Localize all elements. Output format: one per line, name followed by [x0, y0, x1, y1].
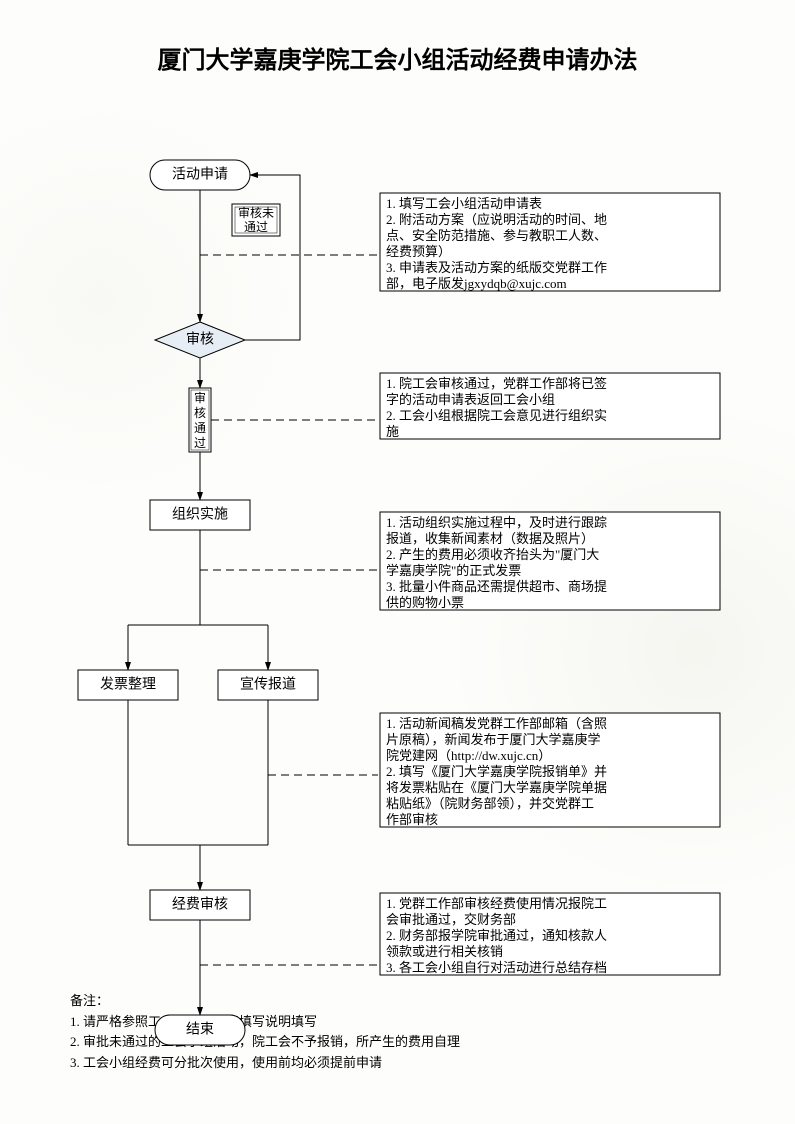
d4-l3: 2. 填写《厦门大学嘉庚学院报销单》并	[386, 764, 607, 779]
d3-l1: 报道，收集新闻素材（数据及照片）	[386, 531, 594, 546]
d3-l4: 3. 批量小件商品还需提供超市、商场提	[386, 579, 607, 594]
edge-reject-loop	[245, 175, 300, 340]
page-title: 厦门大学嘉庚学院工会小组活动经费申请办法	[0, 0, 795, 105]
d3-l5: 供的购物小票	[386, 595, 464, 610]
d1-l4: 3. 申请表及活动方案的纸版交党群工作	[386, 260, 607, 275]
d2-l3: 施	[386, 424, 399, 439]
d1-l1: 2. 附活动方案（应说明活动的时间、地	[386, 212, 607, 227]
node-start-label: 活动申请	[172, 167, 228, 183]
d2-l0: 1. 院工会审核通过，党群工作部将已签	[386, 376, 607, 391]
d3-l3: 学嘉庚学院"的正式发票	[386, 563, 521, 578]
flowchart-canvas: 活动申请 审核未 通过 审核 审 核 通 过 组织实施 发票整理 宣传报道 经费…	[0, 105, 795, 1065]
node-reject-label-1: 审核未	[238, 205, 274, 220]
d1-l3: 经费预算）	[386, 244, 451, 259]
d4-l6: 作部审核	[386, 812, 438, 827]
node-approve-c1: 审	[194, 390, 206, 405]
d1-l5: 部，电子版发jgxydqb@xujc.com	[386, 276, 567, 291]
d1-l2: 点、安全防范措施、参与教职工人数、	[386, 228, 607, 243]
node-end-label: 结束	[186, 1022, 214, 1038]
d5-l2: 2. 财务部报学院审批通过，通知核款人	[386, 928, 607, 943]
node-report-label: 宣传报道	[240, 677, 296, 693]
d4-l0: 1. 活动新闻稿发党群工作部邮箱（含照	[386, 716, 607, 731]
d3-l0: 1. 活动组织实施过程中，及时进行跟踪	[386, 515, 607, 530]
d4-l4: 将发票粘贴在《厦门大学嘉庚学院单据	[386, 780, 607, 795]
d5-l4: 3. 各工会小组自行对活动进行总结存档	[386, 960, 607, 975]
d5-l1: 会审批通过，交财务部	[386, 912, 516, 927]
node-approve-c2: 核	[194, 406, 206, 420]
node-reject-label-2: 通过	[244, 220, 268, 234]
d2-l1: 字的活动申请表返回工会小组	[386, 392, 555, 407]
d4-l1: 片原稿），新闻发布于厦门大学嘉庚学	[386, 732, 601, 747]
d2-l2: 2. 工会小组根据院工会意见进行组织实	[386, 408, 607, 423]
node-invoice-label: 发票整理	[100, 677, 156, 693]
node-approve-c3: 通	[194, 421, 206, 435]
d4-l2: 院党建网（http://dw.xujc.cn）	[386, 748, 551, 763]
d3-l2: 2. 产生的费用必须收齐抬头为"厦门大	[386, 547, 599, 562]
node-approve-c4: 过	[194, 436, 206, 450]
node-implement-label: 组织实施	[172, 507, 228, 523]
d1-l0: 1. 填写工会小组活动申请表	[386, 196, 542, 211]
d5-l0: 1. 党群工作部审核经费使用情况报院工	[386, 896, 607, 911]
node-audit-label: 经费审核	[172, 897, 228, 913]
d4-l5: 粘贴纸》（院财务部领），并交党群工	[386, 796, 594, 811]
d5-l3: 领款或进行相关核销	[386, 944, 503, 959]
node-review-label: 审核	[186, 332, 214, 348]
